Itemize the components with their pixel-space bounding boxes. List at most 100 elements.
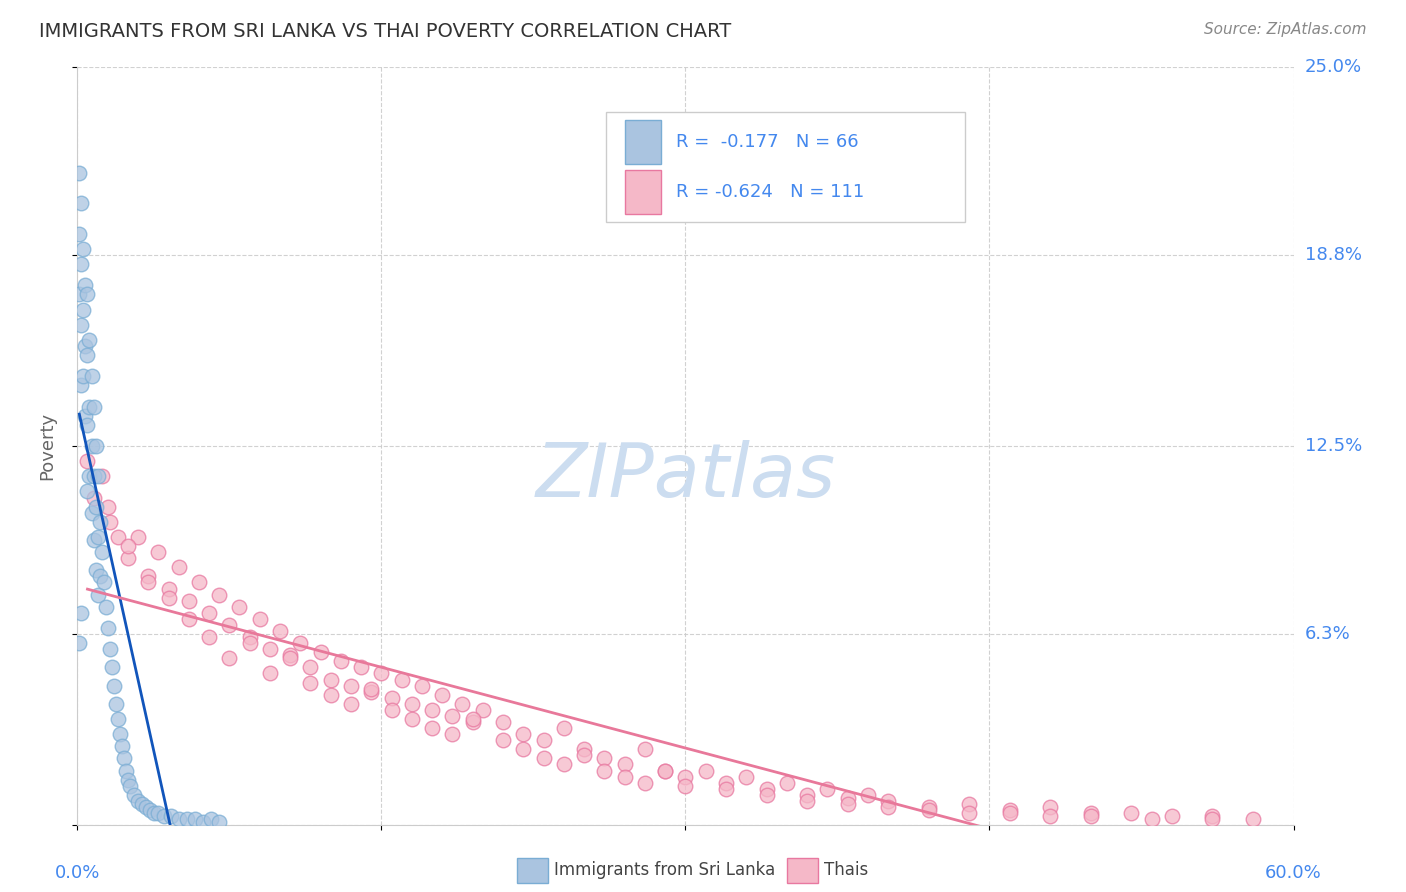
Point [420, 703, 443, 717]
Text: 12.5%: 12.5% [1305, 437, 1362, 455]
Point [634, 742, 657, 756]
Text: Source: ZipAtlas.com: Source: ZipAtlas.com [1204, 22, 1367, 37]
Point [1161, 809, 1184, 823]
Point [299, 675, 322, 690]
Point [159, 809, 181, 823]
Point [695, 764, 717, 778]
Point [218, 651, 240, 665]
Point [101, 660, 124, 674]
Point [218, 618, 240, 632]
Bar [624, 120, 661, 164]
Point [86, 530, 108, 544]
Point [79, 333, 101, 347]
Point [856, 788, 879, 802]
Point [97, 621, 120, 635]
Point [259, 666, 281, 681]
Point [430, 688, 453, 702]
Point [1201, 812, 1223, 826]
Point [1241, 812, 1264, 826]
Point [167, 560, 190, 574]
Point [208, 588, 231, 602]
Point [135, 800, 157, 814]
Point [127, 530, 149, 544]
Point [269, 624, 291, 638]
Point [84, 563, 107, 577]
Point [815, 781, 838, 796]
Point [572, 748, 595, 763]
Point [143, 805, 166, 820]
Point [533, 751, 555, 765]
Point [200, 812, 222, 826]
Point [350, 660, 373, 674]
Point [512, 742, 534, 756]
Point [340, 679, 363, 693]
Point [391, 673, 413, 687]
Point [228, 599, 250, 614]
Point [98, 642, 121, 657]
Point [157, 582, 180, 596]
Point [492, 714, 515, 729]
Point [118, 779, 141, 793]
Point [420, 721, 443, 735]
Point [153, 809, 176, 823]
Point [675, 770, 697, 784]
Point [86, 469, 108, 483]
Point [877, 794, 900, 808]
Point [80, 369, 103, 384]
Point [553, 757, 575, 772]
Point [714, 775, 737, 789]
Point [72, 242, 94, 256]
Point [198, 606, 221, 620]
Point [167, 812, 190, 826]
Point [319, 673, 342, 687]
Point [877, 800, 900, 814]
Point [259, 642, 281, 657]
Point [184, 812, 207, 826]
Point [117, 539, 139, 553]
Point [553, 721, 575, 735]
Point [177, 612, 200, 626]
Point [451, 697, 474, 711]
Point [239, 636, 262, 650]
Point [131, 797, 153, 811]
Point [104, 697, 127, 711]
Point [117, 551, 139, 566]
Text: IMMIGRANTS FROM SRI LANKA VS THAI POVERTY CORRELATION CHART: IMMIGRANTS FROM SRI LANKA VS THAI POVERT… [39, 22, 731, 41]
Point [249, 612, 271, 626]
Point [80, 439, 103, 453]
Point [122, 788, 145, 802]
Point [309, 645, 332, 659]
Point [957, 797, 980, 811]
Point [70, 606, 93, 620]
Text: 18.8%: 18.8% [1305, 246, 1361, 264]
Point [1201, 809, 1223, 823]
Point [67, 636, 90, 650]
Point [776, 775, 799, 789]
Text: R =  -0.177   N = 66: R = -0.177 N = 66 [676, 133, 858, 151]
Point [136, 569, 159, 583]
Point [411, 679, 433, 693]
Point [111, 739, 134, 754]
Point [117, 772, 139, 787]
Point [957, 805, 980, 820]
Text: Immigrants from Sri Lanka: Immigrants from Sri Lanka [554, 861, 775, 879]
Text: 25.0%: 25.0% [1305, 58, 1362, 76]
Point [533, 733, 555, 747]
Point [998, 805, 1021, 820]
Point [76, 287, 98, 301]
Point [67, 287, 90, 301]
Point [634, 775, 657, 789]
Point [70, 318, 93, 332]
Point [572, 742, 595, 756]
Text: 6.3%: 6.3% [1305, 625, 1350, 643]
Text: 0.0%: 0.0% [55, 864, 100, 882]
Y-axis label: Poverty: Poverty [38, 412, 56, 480]
Point [75, 278, 97, 293]
Point [340, 697, 363, 711]
Point [461, 714, 484, 729]
Point [148, 805, 170, 820]
Point [654, 764, 676, 778]
Point [735, 770, 758, 784]
Point [654, 764, 676, 778]
Point [755, 781, 778, 796]
